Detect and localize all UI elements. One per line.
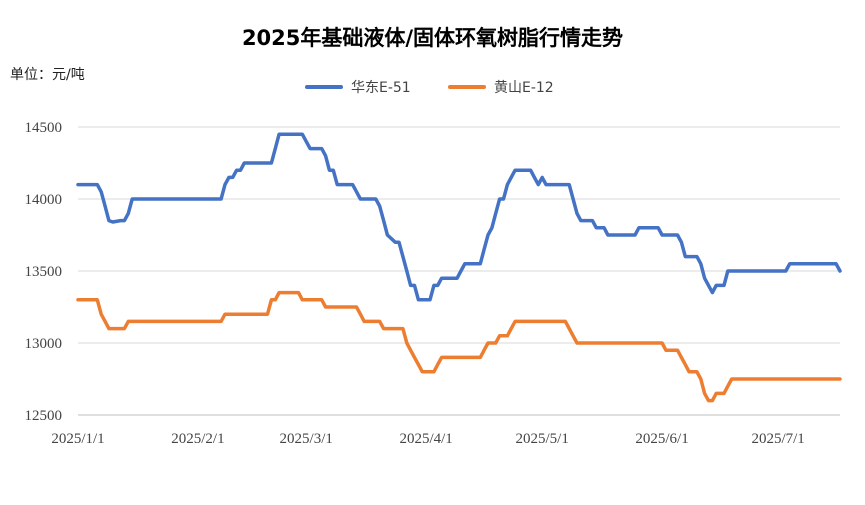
chart-title: 2025年基础液体/固体环氧树脂行情走势 [241,26,624,50]
unit-label: 单位：元/吨 [10,67,85,83]
x-tick-label: 2025/2/1 [171,431,224,447]
legend-item-e51: 华东E-51 [305,77,411,97]
legend-label-e51: 华东E-51 [351,80,411,96]
legend-item-e12: 黄山E-12 [448,77,554,97]
x-tick-label: 2025/7/1 [751,431,804,447]
legend-label-e12: 黄山E-12 [494,80,554,96]
x-tick-label: 2025/4/1 [399,431,452,447]
y-tick-label: 13500 [25,264,63,280]
y-tick-label: 14500 [25,120,63,136]
x-tick-label: 2025/3/1 [280,431,333,447]
x-tick-label: 2025/6/1 [635,431,688,447]
x-axis: 2025/1/1 2025/2/1 2025/3/1 2025/4/1 2025/5/1… [51,431,804,447]
legend-swatch-e12 [448,85,486,89]
series-line-e12 [76,290,842,403]
y-axis: 12500 13000 13500 14000 14500 [25,120,63,424]
y-tick-label: 12500 [25,408,63,424]
series-lines [76,132,842,403]
x-tick-label: 2025/5/1 [515,431,568,447]
y-tick-label: 13000 [25,336,63,352]
x-tick-label: 2025/1/1 [51,431,104,447]
y-tick-label: 14000 [25,192,63,208]
series-line-e51 [76,132,842,302]
legend-swatch-e51 [305,85,343,89]
